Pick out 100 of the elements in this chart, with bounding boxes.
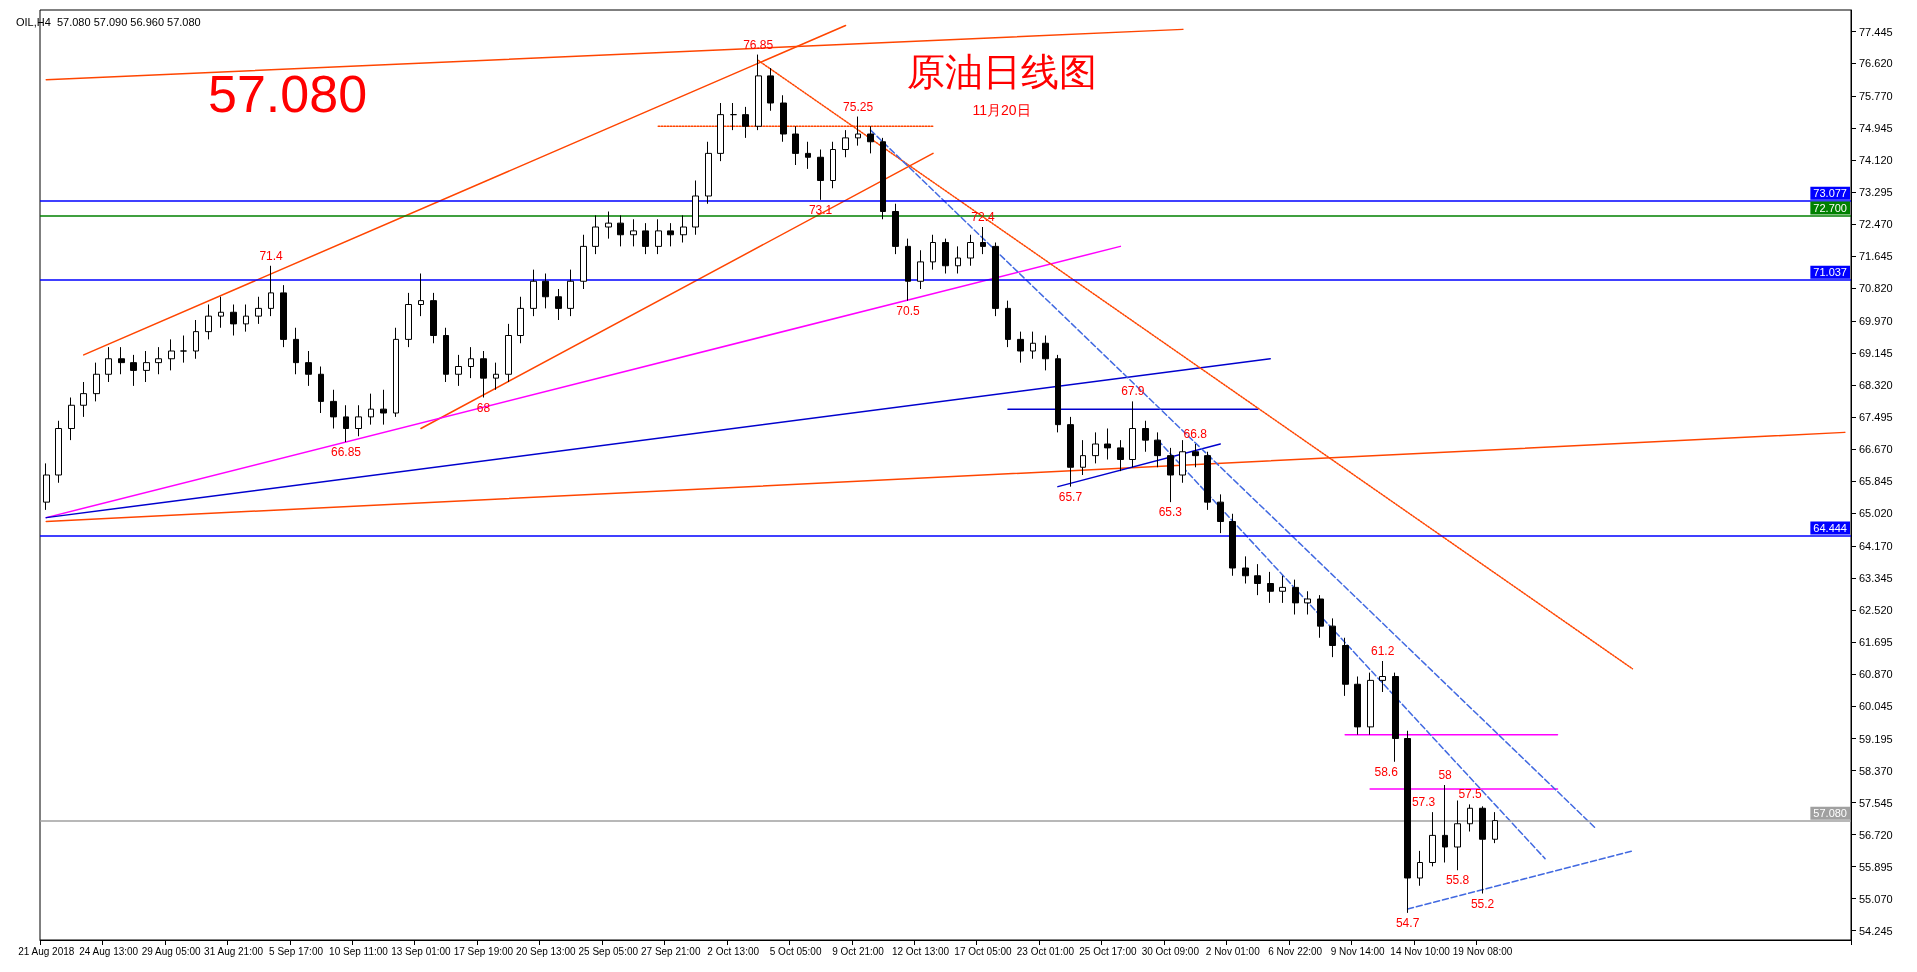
x-tick-label: 12 Oct 13:00 bbox=[891, 945, 950, 957]
candlestick bbox=[842, 129, 849, 158]
ref-line-label: 71.037 bbox=[1813, 266, 1847, 279]
candlestick bbox=[1329, 617, 1336, 658]
candlestick bbox=[243, 304, 249, 333]
x-tick-label: 9 Nov 14:00 bbox=[1330, 945, 1386, 957]
text: 55.2 bbox=[1470, 896, 1495, 911]
y-tick-label: 55.895 bbox=[1859, 860, 1893, 873]
candlestick bbox=[630, 218, 637, 247]
candlestick bbox=[742, 106, 749, 139]
x-tick-label: 5 Sep 17:00 bbox=[269, 945, 324, 957]
candlestick bbox=[1404, 730, 1411, 914]
candlestick bbox=[480, 350, 487, 398]
candlestick bbox=[805, 141, 811, 170]
y-tick-label: 74.945 bbox=[1859, 122, 1893, 135]
candlestick bbox=[1142, 420, 1149, 453]
candlestick bbox=[355, 404, 362, 437]
candlestick bbox=[1179, 439, 1186, 484]
candlestick bbox=[55, 420, 62, 484]
y-tick-label: 68.320 bbox=[1859, 379, 1893, 392]
y-tick-label: 69.145 bbox=[1859, 347, 1893, 360]
candlestick bbox=[967, 234, 974, 267]
candlestick bbox=[892, 203, 899, 255]
candlestick bbox=[143, 350, 150, 383]
text: 65.7 bbox=[1058, 489, 1083, 504]
candlestick bbox=[592, 214, 599, 255]
candlestick bbox=[118, 346, 125, 375]
x-tick-label: 17 Oct 05:00 bbox=[954, 945, 1013, 957]
candlestick bbox=[155, 346, 162, 375]
candlestick bbox=[1092, 431, 1099, 464]
candlestick bbox=[1242, 555, 1249, 584]
candlestick bbox=[1005, 300, 1011, 348]
y-tick-label: 60.045 bbox=[1859, 699, 1893, 712]
x-tick-label: 23 Oct 01:00 bbox=[1016, 945, 1075, 957]
x-tick-label: 27 Sep 21:00 bbox=[640, 945, 701, 957]
text: 55.8 bbox=[1445, 873, 1470, 888]
candlestick bbox=[218, 296, 224, 329]
candlestick bbox=[380, 389, 387, 426]
x-tick-label: 21 Aug 2018 bbox=[18, 945, 75, 957]
x-tick-label: 30 Oct 09:00 bbox=[1141, 945, 1200, 957]
text: 57.3 bbox=[1411, 795, 1436, 810]
text: 54.7 bbox=[1395, 915, 1420, 930]
candlestick bbox=[1217, 493, 1224, 534]
candlestick bbox=[767, 67, 774, 112]
candlestick bbox=[1192, 443, 1199, 468]
y-tick-label: 72.470 bbox=[1859, 218, 1893, 231]
text: 58 bbox=[1438, 768, 1452, 782]
text: 65.3 bbox=[1158, 505, 1182, 520]
candlestick bbox=[293, 327, 299, 375]
candlestick bbox=[617, 214, 624, 247]
x-tick-label: 25 Oct 17:00 bbox=[1079, 945, 1137, 957]
candlestick bbox=[917, 249, 924, 290]
candlestick bbox=[930, 234, 936, 271]
annotation: OIL,H4 57.080 57.090 56.960 57.080 bbox=[16, 15, 201, 28]
candlestick bbox=[1304, 590, 1311, 615]
candlestick bbox=[1154, 431, 1161, 468]
x-tick-label: 19 Nov 08:00 bbox=[1452, 945, 1513, 957]
y-tick-label: 71.645 bbox=[1859, 250, 1893, 263]
candlestick bbox=[1129, 400, 1136, 468]
y-tick-label: 69.970 bbox=[1859, 315, 1893, 328]
y-tick-label: 60.870 bbox=[1859, 667, 1893, 680]
candlestick bbox=[455, 354, 462, 387]
candlestick bbox=[555, 288, 562, 321]
candlestick bbox=[867, 125, 874, 154]
text: 原油日线图 bbox=[906, 51, 1097, 93]
candlestick bbox=[517, 296, 524, 344]
candlestick bbox=[43, 462, 50, 511]
text: 67.9 bbox=[1121, 384, 1145, 399]
y-tick-label: 59.195 bbox=[1859, 732, 1893, 745]
candlestick bbox=[780, 94, 787, 143]
text: 66.85 bbox=[330, 445, 362, 460]
candlestick bbox=[730, 102, 737, 131]
text: 70.5 bbox=[896, 303, 920, 318]
y-tick-label: 58.370 bbox=[1859, 764, 1893, 777]
candlestick bbox=[1354, 676, 1361, 736]
candlestick bbox=[80, 381, 87, 418]
y-tick-label: 77.445 bbox=[1859, 25, 1893, 38]
candlestick bbox=[1254, 563, 1261, 596]
candlestick bbox=[1017, 331, 1024, 364]
candlestick bbox=[305, 350, 312, 387]
candlestick bbox=[130, 354, 137, 387]
candlestick bbox=[817, 149, 824, 201]
y-tick-label: 56.720 bbox=[1859, 828, 1893, 841]
candlestick bbox=[393, 327, 399, 418]
text: 58.6 bbox=[1374, 764, 1398, 779]
candlestick bbox=[1055, 354, 1061, 433]
candlestick bbox=[1267, 571, 1274, 604]
candlestick bbox=[1067, 416, 1074, 488]
y-tick-label: 67.495 bbox=[1859, 411, 1893, 424]
candlestick bbox=[1229, 513, 1236, 577]
text: 66.8 bbox=[1183, 427, 1207, 441]
candlestick bbox=[180, 335, 187, 364]
candlestick bbox=[430, 292, 437, 344]
x-tick-label: 17 Sep 19:00 bbox=[453, 945, 514, 957]
candlestick bbox=[855, 116, 861, 147]
candlestick bbox=[280, 284, 287, 348]
candlestick bbox=[368, 393, 374, 426]
x-tick-label: 29 Aug 05:00 bbox=[141, 945, 202, 957]
candlestick bbox=[942, 238, 949, 274]
ref-line-label: 73.077 bbox=[1813, 187, 1847, 200]
